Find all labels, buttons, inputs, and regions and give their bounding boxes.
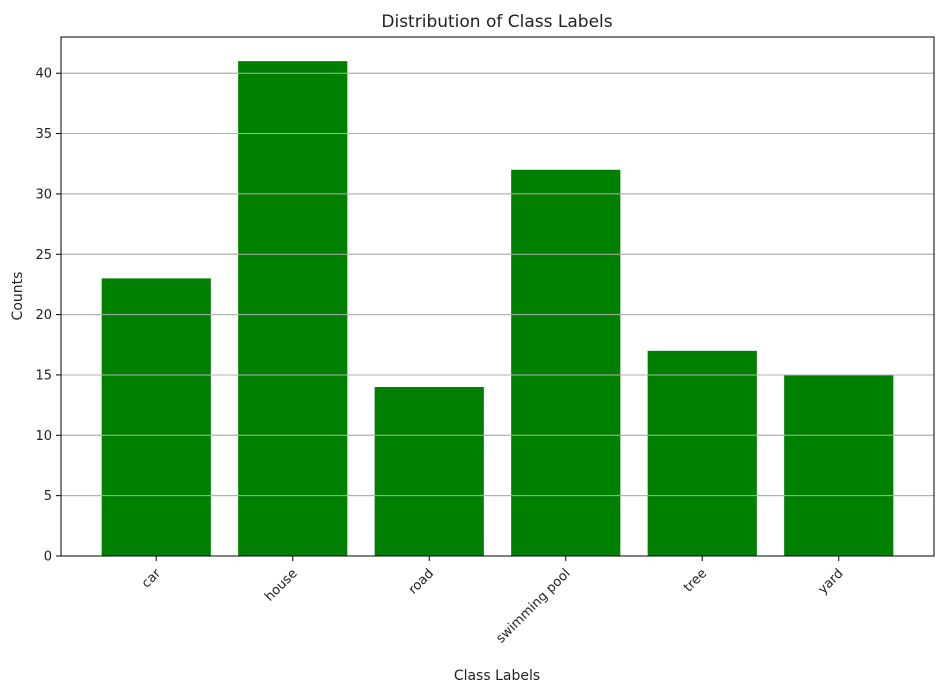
bar-house xyxy=(238,61,348,557)
plot-frame xyxy=(60,36,935,557)
bars xyxy=(61,61,934,557)
y-tick-label: 0 xyxy=(44,550,52,565)
y-tick-label: 25 xyxy=(35,248,52,263)
y-tick-label: 35 xyxy=(35,127,52,142)
x-tick-label: yard xyxy=(815,566,846,597)
y-tick-label: 15 xyxy=(35,368,52,383)
x-tick-label: swimming pool xyxy=(493,566,573,646)
bar-road xyxy=(374,387,484,556)
bar-yard xyxy=(784,374,894,556)
x-tick-label: road xyxy=(406,566,437,597)
x-tick-label: house xyxy=(262,566,300,604)
bar-tree xyxy=(647,350,757,556)
y-tick-label: 40 xyxy=(35,67,52,82)
bar-car xyxy=(101,278,211,556)
x-axis-label: Class Labels xyxy=(454,668,540,684)
axes xyxy=(56,36,935,561)
y-tick-label: 10 xyxy=(35,429,52,444)
chart-title: Distribution of Class Labels xyxy=(381,12,612,32)
y-tick-label: 30 xyxy=(35,187,52,202)
y-axis-label: Counts xyxy=(10,272,26,321)
bar-swimming-pool xyxy=(511,169,621,556)
x-tick-label: tree xyxy=(681,566,710,595)
y-tick-label: 5 xyxy=(44,489,52,504)
y-tick-label: 20 xyxy=(35,308,52,323)
x-tick-label: car xyxy=(139,566,165,592)
